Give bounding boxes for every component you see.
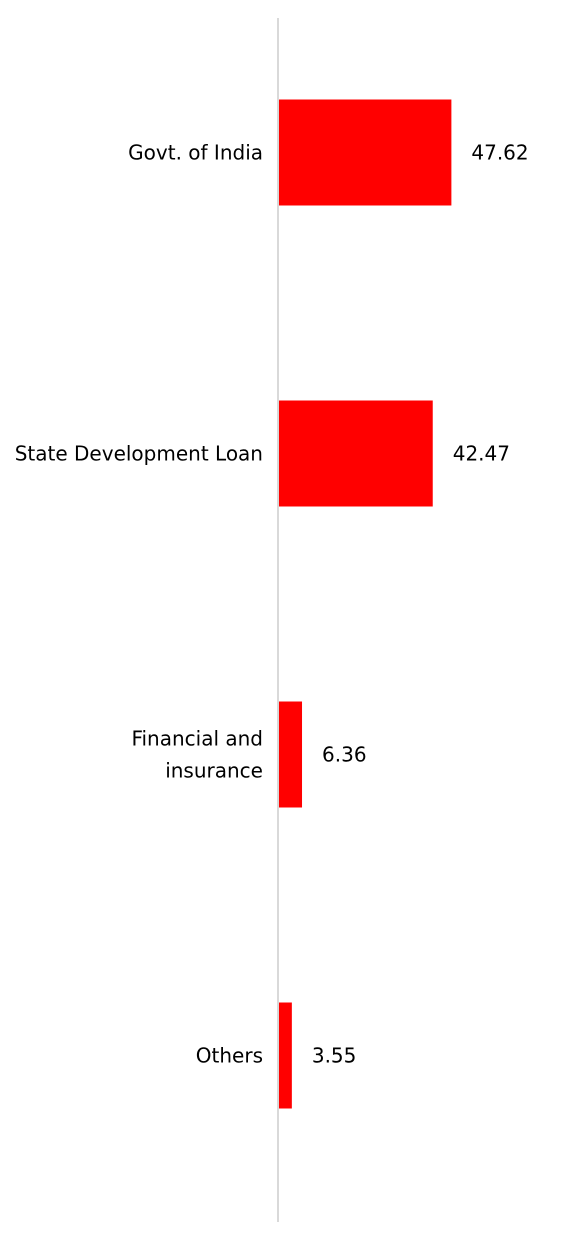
value-label-3: 3.55: [312, 1044, 357, 1068]
bar-0: [279, 99, 452, 206]
category-labels-group: Govt. of India State Development Loan Fina…: [15, 141, 263, 1068]
category-label-0: Govt. of India: [128, 141, 263, 165]
value-label-2: 6.36: [322, 743, 367, 767]
bar-2: [279, 701, 303, 808]
bar-1: [279, 400, 433, 507]
value-label-1: 42.47: [453, 442, 510, 466]
category-label-1: State Development Loan: [15, 442, 263, 466]
category-label-2: Financial and insurance: [131, 727, 263, 783]
bar-3: [279, 1002, 292, 1109]
value-labels-group: 47.62 42.47 6.36 3.55: [312, 141, 529, 1068]
category-label-3: Others: [196, 1044, 263, 1068]
value-label-0: 47.62: [471, 141, 528, 165]
bars-group: [279, 99, 452, 1109]
